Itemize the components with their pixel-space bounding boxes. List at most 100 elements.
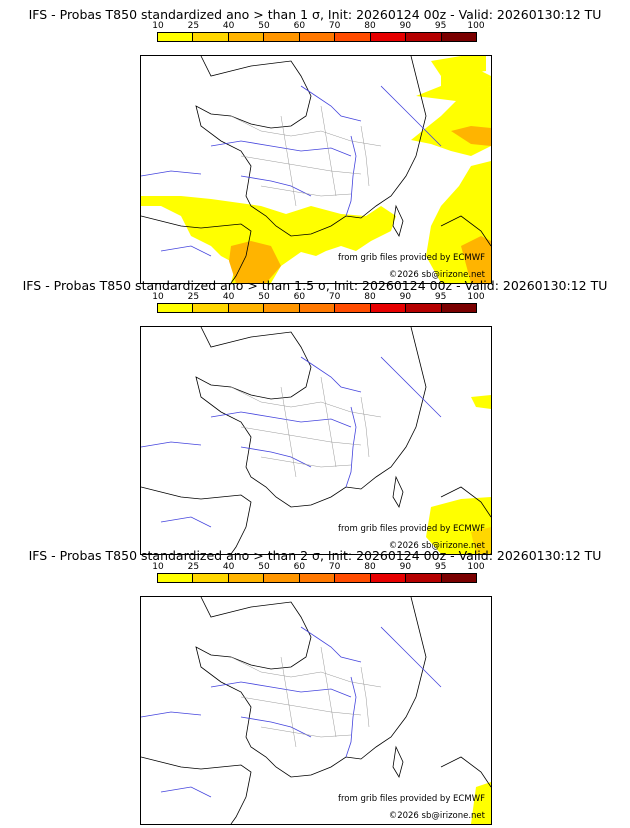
colorbar-cell [193,304,229,312]
colorbar-cell [158,33,194,41]
river-line [160,516,212,528]
river-line [345,676,357,758]
source-credit: from grib files provided by ECMWF [338,253,485,263]
colorbar-cell [335,574,371,582]
probability-area [141,196,396,283]
colorbar-tick-label: 90 [399,292,412,302]
panel-title: IFS - Probas T850 standardized ano > tha… [22,278,608,293]
coastline [195,56,427,237]
region-border [230,105,382,207]
coastline [392,475,404,509]
map-svg [141,327,491,554]
probability-area [431,56,486,76]
river-line [141,170,202,177]
colorbar [157,573,477,583]
panel-title: IFS - Probas T850 standardized ano > tha… [28,7,602,22]
probability-area-high [229,241,281,283]
colorbar-tick-label: 100 [467,21,485,31]
colorbar-cell [406,33,442,41]
river-line [380,356,442,418]
coastline [141,756,252,824]
colorbar-tick-label: 10 [152,292,164,302]
river-line [300,626,362,663]
colorbar-tick-label: 40 [222,292,235,302]
river-line [380,85,442,147]
probability-map: from grib files provided by ECMWF ©2026 … [140,326,492,555]
river-line [300,356,362,393]
colorbar-cell [335,33,371,41]
colorbar-tick-label: 70 [328,292,341,302]
colorbar-cell [158,574,194,582]
probability-area [471,395,491,409]
colorbar-cell [158,304,194,312]
colorbar-tick-label: 80 [364,292,376,302]
colorbar-cell [441,33,476,41]
colorbar-tick-label: 70 [328,21,341,31]
panel-title: IFS - Probas T850 standardized ano > tha… [28,548,602,563]
river-line [240,175,312,197]
colorbar-tick-label: 50 [258,562,270,572]
river-line [160,786,212,798]
colorbar-cell [370,574,407,582]
map-svg [141,597,491,824]
copyright-credit: ©2026 sb@irizone.net [388,270,485,280]
map-panel-1: IFS - Probas T850 standardized ano > tha… [0,8,630,284]
map-svg [141,56,491,283]
coastline [440,215,491,247]
river-line [141,441,202,448]
river-line [210,681,352,698]
river-line [141,711,202,718]
colorbar-cell [335,304,371,312]
map-panel-2: IFS - Probas T850 standardized ano > tha… [0,279,630,555]
region-border [230,376,382,478]
river-line [210,140,352,157]
colorbar-cell [299,304,336,312]
colorbar-tick-label: 100 [467,562,485,572]
colorbar-tick-label: 25 [187,562,200,572]
river-line [345,406,357,488]
coastline [392,745,404,779]
coastline [195,327,427,508]
probability-area [471,782,491,824]
colorbar-cell [228,33,265,41]
colorbar-tick-label: 25 [187,21,200,31]
colorbar-cell [299,33,336,41]
colorbar [157,32,477,42]
colorbar-cell [264,33,300,41]
colorbar-tick-label: 95 [434,562,447,572]
colorbar-labels: 10 25 40 50 60 70 80 90 95 100 [152,562,484,573]
colorbar-tick-label: 40 [222,21,235,31]
colorbar-cell [370,304,407,312]
probability-map: from grib files provided by ECMWF ©2026 … [140,55,492,284]
colorbar-tick-label: 60 [293,562,306,572]
probability-area [416,66,491,101]
colorbar-tick-label: 60 [293,292,306,302]
coastline [141,215,252,283]
colorbar-tick-label: 80 [364,562,376,572]
colorbar-tick-label: 50 [258,21,270,31]
colorbar-labels: 10 25 40 50 60 70 80 90 95 100 [152,21,484,32]
map-panel-3: IFS - Probas T850 standardized ano > tha… [0,549,630,825]
colorbar-cell [441,304,476,312]
source-credit: from grib files provided by ECMWF [338,794,485,804]
river-line [240,716,312,738]
colorbar-cell [299,574,336,582]
probability-area-high [451,126,491,146]
probability-area-high [471,527,491,554]
colorbar-tick-label: 10 [152,562,164,572]
colorbar-cell [406,304,442,312]
probability-area-high [461,236,491,283]
colorbar-tick-label: 10 [152,21,164,31]
colorbar-tick-label: 50 [258,292,270,302]
colorbar-tick-label: 95 [434,292,447,302]
colorbar-cell [193,574,229,582]
river-line [300,85,362,122]
colorbar-tick-label: 25 [187,292,200,302]
colorbar-tick-label: 100 [467,292,485,302]
colorbar-tick-label: 40 [222,562,235,572]
colorbar-tick-label: 80 [364,21,376,31]
copyright-credit: ©2026 sb@irizone.net [388,541,485,551]
colorbar-cell [406,574,442,582]
river-line [160,245,212,257]
colorbar-tick-label: 90 [399,562,412,572]
